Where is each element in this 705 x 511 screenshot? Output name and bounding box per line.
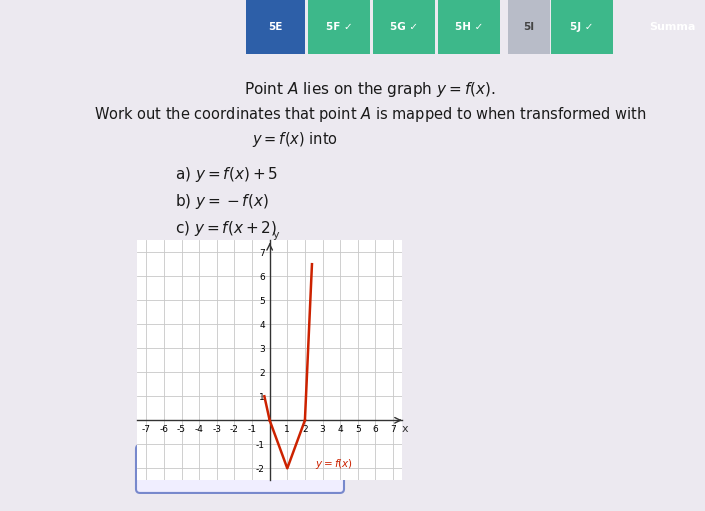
FancyBboxPatch shape bbox=[153, 460, 173, 480]
Text: y: y bbox=[272, 230, 279, 240]
FancyBboxPatch shape bbox=[373, 0, 435, 157]
FancyBboxPatch shape bbox=[308, 0, 370, 157]
Text: 5J ✓: 5J ✓ bbox=[570, 22, 594, 32]
Text: $y = f(x)$ into: $y = f(x)$ into bbox=[252, 130, 338, 149]
FancyBboxPatch shape bbox=[246, 0, 305, 157]
Text: x: x bbox=[402, 424, 409, 434]
FancyBboxPatch shape bbox=[438, 0, 500, 157]
Text: c) $y = f(x + 2)$: c) $y = f(x + 2)$ bbox=[175, 219, 277, 238]
Text: Point $A$ lies on the graph $y = f(x)$.: Point $A$ lies on the graph $y = f(x)$. bbox=[244, 80, 496, 99]
Text: Work out the coordinates that point $A$ is mapped to when transformed with: Work out the coordinates that point $A$ … bbox=[94, 105, 646, 124]
Text: 5E: 5E bbox=[269, 22, 283, 32]
Text: 5H ✓: 5H ✓ bbox=[455, 22, 483, 32]
Text: $y = f(x)$: $y = f(x)$ bbox=[316, 456, 354, 471]
Text: d) $y = f(-x)$: d) $y = f(-x)$ bbox=[175, 246, 263, 265]
FancyBboxPatch shape bbox=[508, 0, 550, 157]
Text: b) $y = -f(x)$: b) $y = -f(x)$ bbox=[175, 192, 269, 211]
Text: Summa: Summa bbox=[649, 22, 695, 32]
FancyBboxPatch shape bbox=[136, 445, 344, 493]
Text: Watch video: Watch video bbox=[180, 461, 286, 476]
Text: a) $y = f(x) + 5$: a) $y = f(x) + 5$ bbox=[175, 165, 278, 184]
Text: 5G ✓: 5G ✓ bbox=[390, 22, 418, 32]
Text: 5F ✓: 5F ✓ bbox=[326, 22, 352, 32]
Text: 5I: 5I bbox=[523, 22, 534, 32]
FancyBboxPatch shape bbox=[551, 0, 613, 157]
